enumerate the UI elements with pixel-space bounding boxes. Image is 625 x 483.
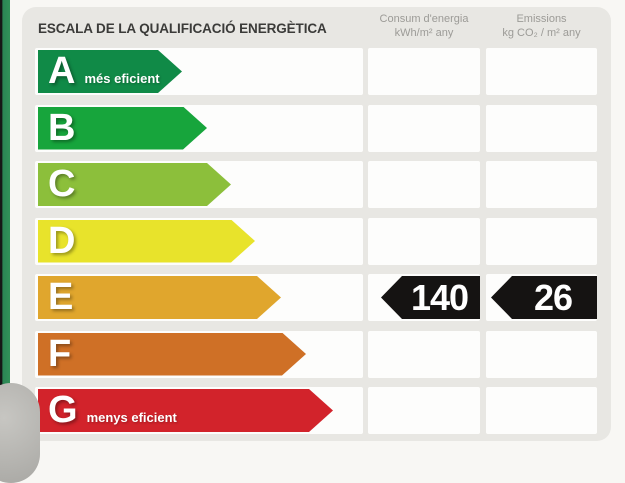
consumption-cell-b <box>368 104 480 152</box>
emissions-cell-e: 26 <box>486 274 597 321</box>
rating-arrow-f: F <box>38 333 306 376</box>
scale-band-f: F <box>35 330 363 378</box>
emissions-value-badge: 26 <box>491 276 597 319</box>
scale-row-f: F <box>35 330 597 378</box>
emissions-column-name: Emissions <box>516 13 567 25</box>
emissions-cell-d <box>486 217 597 265</box>
emissions-cell-g <box>486 387 597 434</box>
rating-letter-b: B <box>48 106 76 149</box>
scale-row-d: D <box>35 217 597 265</box>
scale-band-d: D <box>35 217 363 265</box>
rating-note-a: més eficient <box>84 71 160 86</box>
consumption-column-unit: kWh/m² any <box>394 27 454 39</box>
rating-arrow-e: E <box>38 276 281 319</box>
scale-row-b: B <box>35 104 597 152</box>
rating-letter-g: G <box>48 389 78 431</box>
rating-arrow-b: B <box>38 107 207 150</box>
rating-arrow-d: D <box>38 220 255 263</box>
energy-label-panel: ESCALA DE LA QUALIFICACIÓ ENERGÈTICA Con… <box>22 7 611 441</box>
scale-row-c: C <box>35 161 597 208</box>
consumption-cell-f <box>368 330 480 378</box>
rating-note-g: menys eficient <box>86 410 177 425</box>
emissions-column-unit: kg CO₂ / m² any <box>502 27 581 39</box>
emissions-column-header: Emissions kg CO₂ / m² any <box>486 12 597 40</box>
rating-letter-c: C <box>48 163 76 205</box>
emissions-cell-a <box>486 48 597 95</box>
page-title: ESCALA DE LA QUALIFICACIÓ ENERGÈTICA <box>38 21 327 36</box>
consumption-cell-g <box>368 387 480 434</box>
emissions-cell-f <box>486 330 597 378</box>
rating-letter-f: F <box>48 332 72 375</box>
consumption-value-badge: 140 <box>381 276 480 319</box>
rating-arrow-g: G menys eficient <box>38 389 333 432</box>
rating-scale-grid: A més eficient B C <box>35 48 597 444</box>
scale-row-e: E 140 26 <box>35 274 597 321</box>
emissions-cell-c <box>486 161 597 208</box>
scale-row-a: A més eficient <box>35 48 597 95</box>
emissions-cell-b <box>486 104 597 152</box>
scale-row-g: G menys eficient <box>35 387 597 434</box>
rating-arrow-a: A més eficient <box>38 50 182 93</box>
rating-letter-d: D <box>48 219 76 262</box>
scale-band-e: E <box>35 274 363 321</box>
rating-arrow-c: C <box>38 163 231 206</box>
book-spine-edge <box>0 0 10 461</box>
rating-letter-a: A <box>48 50 76 92</box>
scale-band-c: C <box>35 161 363 208</box>
consumption-cell-e: 140 <box>368 274 480 321</box>
scale-band-a: A més eficient <box>35 48 363 95</box>
consumption-cell-d <box>368 217 480 265</box>
photo-thumb-blob <box>0 383 40 483</box>
consumption-column-header: Consum d'energia kWh/m² any <box>368 12 480 40</box>
rating-letter-e: E <box>48 276 74 318</box>
scale-band-g: G menys eficient <box>35 387 363 434</box>
consumption-cell-a <box>368 48 480 95</box>
emissions-value: 26 <box>533 276 573 318</box>
consumption-value: 140 <box>410 276 469 318</box>
scale-band-b: B <box>35 104 363 152</box>
consumption-column-name: Consum d'energia <box>379 13 469 25</box>
consumption-cell-c <box>368 161 480 208</box>
